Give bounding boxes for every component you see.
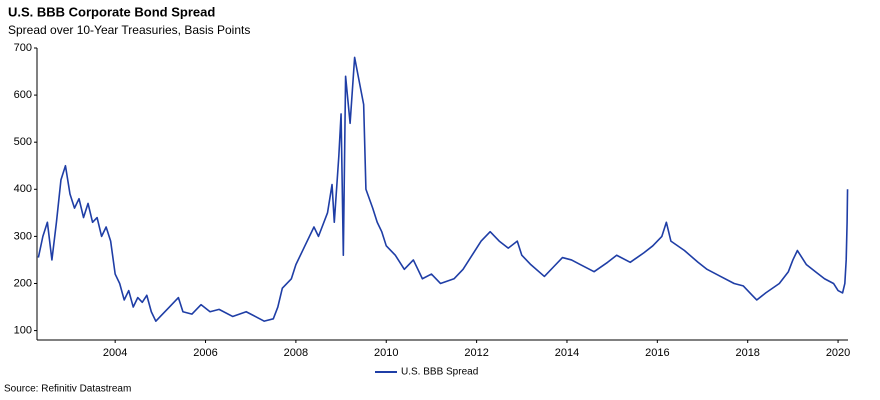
x-tick-label: 2014 xyxy=(555,347,579,359)
y-tick-label: 100 xyxy=(14,324,32,336)
data-line xyxy=(37,56,849,322)
x-tick-label: 2004 xyxy=(103,347,127,359)
y-tick-label: 200 xyxy=(14,277,32,289)
y-tick-label: 500 xyxy=(14,136,32,148)
x-tick-label: 2016 xyxy=(645,347,669,359)
chart-subtitle: Spread over 10-Year Treasuries, Basis Po… xyxy=(8,23,250,37)
y-tick-label: 400 xyxy=(14,183,32,195)
chart-title: U.S. BBB Corporate Bond Spread xyxy=(8,4,215,19)
source: Source: Refinitiv Datastream xyxy=(4,384,131,395)
x-tick-label: 2020 xyxy=(826,347,850,359)
x-tick-label: 2008 xyxy=(284,347,308,359)
y-tick-label: 600 xyxy=(14,89,32,101)
legend-label: U.S. BBB Spread xyxy=(401,367,478,378)
x-tick-label: 2006 xyxy=(193,347,217,359)
x-tick-label: 2010 xyxy=(374,347,398,359)
x-tick-label: 2012 xyxy=(464,347,488,359)
y-tick-label: 700 xyxy=(14,42,32,54)
y-tick-label: 300 xyxy=(14,230,32,242)
x-tick-label: 2018 xyxy=(735,347,759,359)
